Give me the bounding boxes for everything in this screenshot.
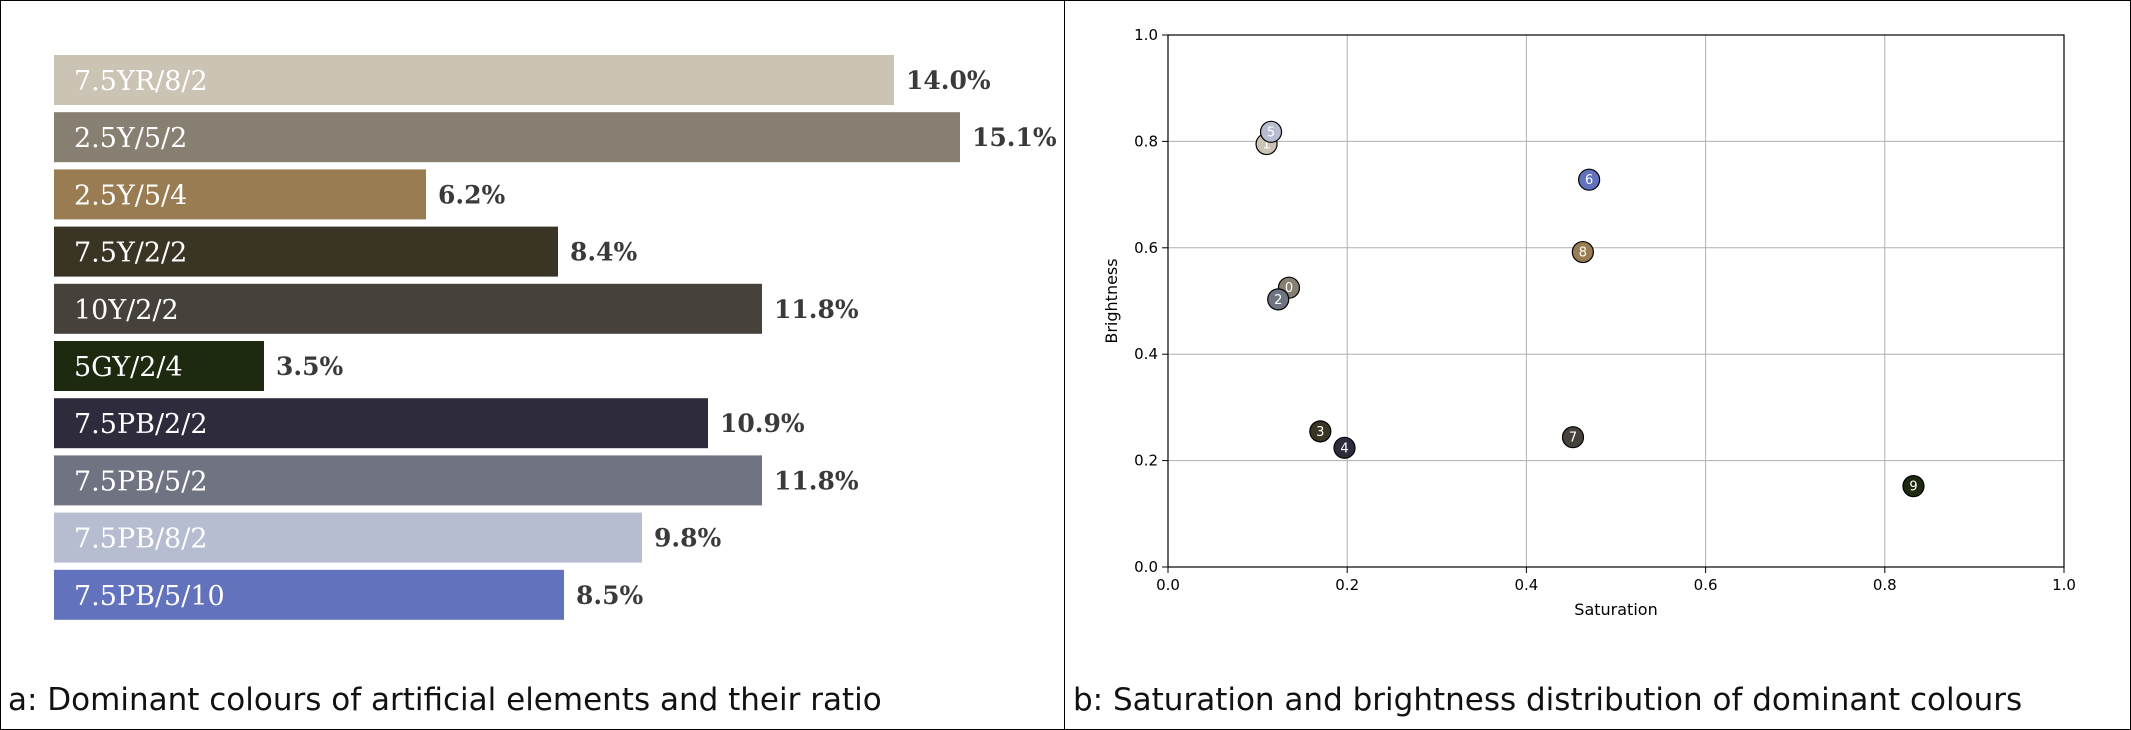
scatter-point-label: 1 — [1262, 138, 1270, 153]
bar-category-label: 5GY/2/4 — [74, 352, 183, 383]
bar-value-label: 9.8% — [654, 524, 721, 553]
scatter-point-label: 3 — [1316, 425, 1324, 440]
bar-7 — [54, 455, 762, 506]
scatter-point-label: 4 — [1340, 441, 1348, 456]
bar-category-label: 7.5PB/5/2 — [74, 466, 208, 497]
bar-8 — [54, 512, 642, 563]
panel-divider — [1064, 0, 1065, 730]
scatter-chart: 0.0 0.2 0.4 0.6 0.8 1.0 0.0 0.2 0.4 0.6 0.8 1.0 Satu… — [1102, 26, 2076, 619]
bar-6 — [54, 398, 708, 449]
bar-value-label: 3.5% — [276, 352, 343, 381]
y-axis-label: Brightness — [1102, 258, 1121, 343]
scatter-point-6 — [1578, 168, 1601, 191]
bar-9 — [54, 569, 564, 620]
panel-a: 7.5YR/8/2 14.0% 2.5Y/5/2 15.1% 2.5Y/5/4 6.2% 7… — [0, 0, 1064, 730]
scatter-point-8 — [1571, 240, 1594, 264]
bar-value-label: 15.1% — [972, 123, 1057, 152]
plot-frame — [1167, 34, 2065, 568]
bar-value-label: 11.8% — [774, 466, 859, 495]
bar-category-label: 2.5Y/5/4 — [74, 180, 187, 211]
bar-category-label: 7.5PB/5/10 — [74, 581, 225, 612]
bar-2 — [54, 169, 426, 220]
scatter-point-7 — [1561, 426, 1585, 449]
y-tick-label: 1.0 — [1134, 26, 1158, 44]
y-tick-label: 0.4 — [1134, 345, 1158, 363]
bar-category-label: 2.5Y/5/2 — [74, 123, 187, 154]
bar-value-label: 6.2% — [438, 180, 505, 209]
y-tick-label: 0.8 — [1134, 132, 1158, 150]
panel-b-caption: b: Saturation and brightness distributio… — [1073, 682, 2023, 718]
bar-value-label: 14.0% — [906, 66, 991, 95]
panel-a-caption: a: Dominant colours of artificial elemen… — [8, 682, 882, 718]
bar-value-label: 11.8% — [774, 295, 859, 324]
x-tick-label: 0.4 — [1514, 576, 1538, 594]
scatter-point-label: 5 — [1267, 125, 1275, 140]
panel-b: 0.0 0.2 0.4 0.6 0.8 1.0 0.0 0.2 0.4 0.6 0.8 1.0 Satu… — [1065, 0, 2131, 730]
scatter-point-label: 8 — [1579, 246, 1587, 261]
bar-chart: 7.5YR/8/2 14.0% 2.5Y/5/2 15.1% 2.5Y/5/4 6.2% 7… — [54, 55, 1057, 620]
x-axis-label: Saturation — [1574, 600, 1657, 619]
bar-category-label: 7.5Y/2/2 — [74, 238, 187, 269]
bar-category-label: 7.5PB/8/2 — [74, 524, 208, 555]
bar-value-label: 10.9% — [720, 409, 805, 438]
bar-category-label: 10Y/2/2 — [74, 295, 179, 326]
bar-category-label: 7.5YR/8/2 — [74, 66, 208, 97]
x-tick-label: 0.6 — [1694, 576, 1718, 594]
scatter-point-9 — [1902, 475, 1925, 498]
x-tick-label: 0.2 — [1335, 576, 1359, 594]
scatter-point-3 — [1309, 420, 1332, 443]
scatter-point-2 — [1267, 288, 1290, 311]
bar-category-label: 7.5PB/2/2 — [74, 409, 208, 440]
y-tick-label: 0.0 — [1134, 558, 1158, 576]
bar-3 — [54, 226, 558, 277]
bar-1 — [54, 112, 960, 163]
scatter-point-label: 7 — [1569, 431, 1577, 446]
bar-5 — [54, 341, 264, 391]
scatter-point-label: 6 — [1585, 173, 1593, 188]
bar-0 — [54, 55, 894, 105]
x-tick-label: 1.0 — [2052, 576, 2076, 594]
y-tick-label: 0.6 — [1134, 239, 1158, 257]
bar-value-label: 8.5% — [576, 581, 643, 610]
scatter-point-label: 0 — [1285, 281, 1293, 296]
scatter-point-label: 9 — [1909, 480, 1917, 495]
x-tick-label: 0.8 — [1873, 576, 1897, 594]
scatter-point-4 — [1333, 436, 1356, 459]
x-tick-label: 0.0 — [1156, 576, 1180, 594]
bar-4 — [54, 283, 762, 334]
bar-value-label: 8.4% — [570, 238, 637, 267]
scatter-point-5 — [1259, 120, 1283, 143]
scatter-point-label: 2 — [1274, 293, 1282, 308]
y-tick-label: 0.2 — [1134, 452, 1158, 470]
